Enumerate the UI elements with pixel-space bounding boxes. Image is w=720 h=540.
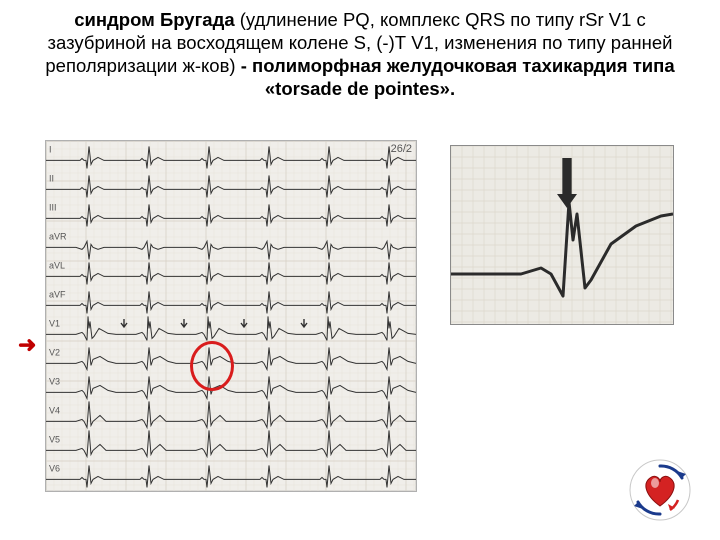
slide-title: синдром Бругада (удлинение PQ, комплекс … — [38, 8, 682, 101]
red-arrow-icon: ➜ — [18, 332, 36, 358]
svg-text:I: I — [49, 144, 52, 154]
svg-text:aVR: aVR — [49, 231, 67, 241]
svg-text:aVL: aVL — [49, 260, 65, 270]
svg-text:aVF: aVF — [49, 289, 66, 299]
svg-text:V4: V4 — [49, 405, 60, 415]
svg-text:V2: V2 — [49, 347, 60, 357]
svg-text:III: III — [49, 202, 57, 212]
svg-text:II: II — [49, 173, 54, 183]
ecg-corner-text: 26/2 — [391, 143, 412, 155]
svg-text:V5: V5 — [49, 434, 60, 444]
highlight-circle — [190, 341, 234, 391]
title-tail: - полиморфная желудочковая тахикардия ти… — [241, 55, 675, 99]
svg-text:V3: V3 — [49, 376, 60, 386]
svg-text:V1: V1 — [49, 318, 60, 328]
heart-logo-icon — [628, 458, 692, 522]
title-lead: синдром Бругада — [74, 9, 234, 30]
ecg-12lead-image: IIIIIIaVRaVLaVFV1V2V3V4V5V6 26/2 — [45, 140, 417, 492]
svg-text:V6: V6 — [49, 463, 60, 473]
ecg-inset-image — [450, 145, 674, 325]
